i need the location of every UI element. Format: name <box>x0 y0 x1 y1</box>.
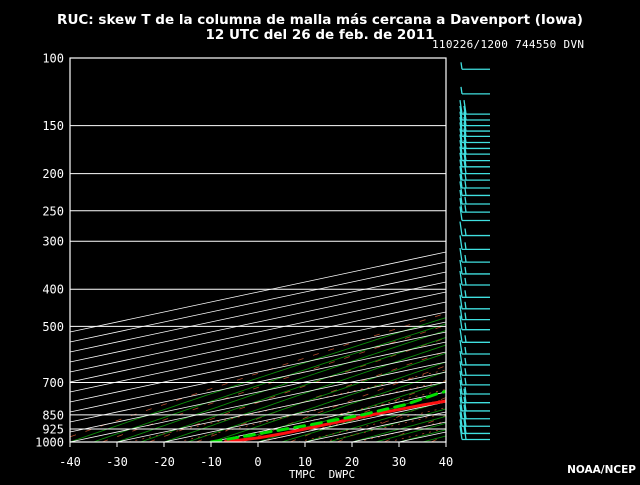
temperature-tick-label: -10 <box>200 455 222 469</box>
pressure-tick-label: 100 <box>42 52 64 66</box>
pressure-tick-label: 250 <box>42 204 64 218</box>
pressure-tick-label: 850 <box>42 408 64 422</box>
pressure-tick-label: 700 <box>42 376 64 390</box>
temperature-tick-label: 0 <box>254 455 261 469</box>
pressure-tick-label: 300 <box>42 235 64 249</box>
temperature-tick-label: -20 <box>153 455 175 469</box>
pressure-tick-label: 400 <box>42 283 64 297</box>
x-axis-label: TMPC DWPC <box>289 468 355 480</box>
chart-title-line1: RUC: skew T de la columna de malla más c… <box>57 12 583 28</box>
credit-label: NOAA/NCEP <box>567 464 636 476</box>
pressure-tick-label: 150 <box>42 119 64 133</box>
pressure-tick-label: 1000 <box>35 436 64 450</box>
chart-title-line2: 12 UTC del 26 de feb. de 2011 <box>205 27 434 43</box>
pressure-tick-label: 925 <box>42 422 64 436</box>
pressure-tick-label: 200 <box>42 167 64 181</box>
pressure-tick-label: 500 <box>42 320 64 334</box>
temperature-tick-label: 30 <box>392 455 406 469</box>
temperature-tick-label: 40 <box>439 455 453 469</box>
temperature-tick-label: -30 <box>106 455 128 469</box>
station-code-label: 110226/1200 744550 DVN <box>432 38 584 51</box>
temperature-tick-label: 20 <box>345 455 359 469</box>
temperature-tick-label: -40 <box>59 455 81 469</box>
temperature-tick-label: 10 <box>298 455 312 469</box>
